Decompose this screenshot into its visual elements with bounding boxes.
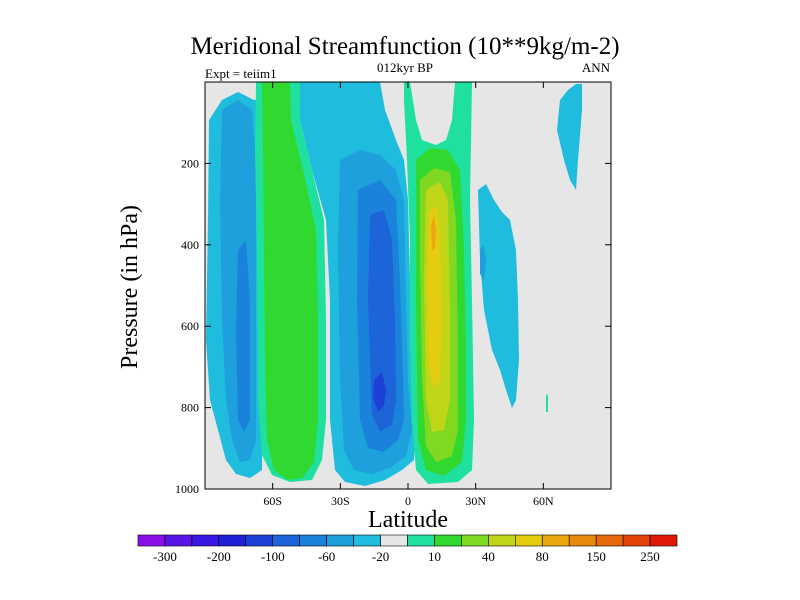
colorbar-swatch-5 bbox=[272, 534, 301, 547]
colorbar-swatch-13 bbox=[488, 534, 516, 547]
southern-hadley-cell-level4 bbox=[368, 210, 396, 432]
colorbar-swatch-7 bbox=[326, 534, 354, 547]
northern-hadley-cell-core bbox=[427, 206, 442, 388]
northern-midlat-cell-inner bbox=[480, 244, 486, 280]
colorbar-swatch-15 bbox=[541, 534, 570, 547]
contour-fill bbox=[206, 82, 582, 486]
colorbar-swatch-2 bbox=[191, 534, 220, 547]
plot-area bbox=[204, 81, 612, 490]
colorbar-swatch-0 bbox=[137, 534, 166, 547]
northern-polar-speck bbox=[546, 394, 548, 412]
colorbar-swatch-6 bbox=[299, 534, 327, 547]
colorbar-swatch-17 bbox=[595, 534, 624, 547]
season-label: ANN bbox=[582, 60, 611, 75]
colorbar-swatch-10 bbox=[407, 534, 435, 547]
southern-midlat-cell-inner bbox=[262, 82, 318, 480]
y-tick-label-0: 200 bbox=[181, 156, 199, 170]
colorbar-swatch-3 bbox=[218, 534, 247, 547]
colorbar-label-5: 10 bbox=[428, 549, 441, 564]
colorbar-swatch-11 bbox=[434, 534, 462, 547]
y-tick-label-2: 600 bbox=[181, 319, 199, 333]
colorbar-label-9: 250 bbox=[640, 549, 660, 564]
x-tick-label-0: 60S bbox=[263, 494, 282, 508]
colorbar-swatch-12 bbox=[461, 534, 489, 547]
colorbar-swatch-9 bbox=[380, 534, 408, 547]
x-tick-label-2: 0 bbox=[405, 494, 411, 508]
colorbar-swatch-1 bbox=[164, 534, 193, 547]
colorbar-swatch-18 bbox=[622, 534, 651, 547]
chart-subtitle: 012kyr BP bbox=[377, 60, 433, 75]
southern-hadley-cell-core bbox=[373, 372, 386, 412]
colorbar-label-3: -60 bbox=[318, 549, 335, 564]
chart-title: Meridional Streamfunction (10**9kg/m-2) bbox=[190, 33, 619, 60]
y-axis: 200 400 600 800 1000 bbox=[175, 156, 611, 496]
northern-midlat-cell-outer bbox=[478, 184, 519, 408]
colorbar-label-1: -200 bbox=[207, 549, 231, 564]
x-axis: 60S 30S 0 30N 60N bbox=[263, 82, 554, 508]
colorbar-label-0: -300 bbox=[153, 549, 177, 564]
y-tick-label-1: 400 bbox=[181, 238, 199, 252]
colorbar-label-8: 150 bbox=[586, 549, 606, 564]
northern-hadley-cell-peak bbox=[431, 215, 436, 250]
colorbar-label-7: 80 bbox=[536, 549, 549, 564]
northern-polar-band bbox=[557, 84, 582, 190]
colorbar-label-2: -100 bbox=[261, 549, 285, 564]
colorbar-swatch-16 bbox=[568, 534, 597, 547]
colorbar-swatch-4 bbox=[245, 534, 274, 547]
southern-polar-cell-core bbox=[236, 240, 250, 432]
colorbar-swatch-14 bbox=[514, 534, 543, 547]
y-tick-label-3: 800 bbox=[181, 401, 199, 415]
colorbar-swatch-19 bbox=[649, 534, 678, 547]
x-tick-label-3: 30N bbox=[465, 494, 486, 508]
colorbar-label-4: -20 bbox=[372, 549, 389, 564]
x-tick-label-1: 30S bbox=[331, 494, 350, 508]
x-axis-title: Latitude bbox=[368, 507, 448, 533]
colorbar: -300 -200 -100 -60 -20 10 40 80 150 250 bbox=[137, 534, 678, 564]
y-tick-label-4: 1000 bbox=[175, 482, 199, 496]
x-tick-label-4: 60N bbox=[533, 494, 554, 508]
colorbar-label-6: 40 bbox=[482, 549, 495, 564]
experiment-label: Expt = teiim1 bbox=[205, 66, 277, 81]
colorbar-swatch-8 bbox=[353, 534, 381, 547]
y-axis-title: Pressure (in hPa) bbox=[117, 205, 143, 369]
